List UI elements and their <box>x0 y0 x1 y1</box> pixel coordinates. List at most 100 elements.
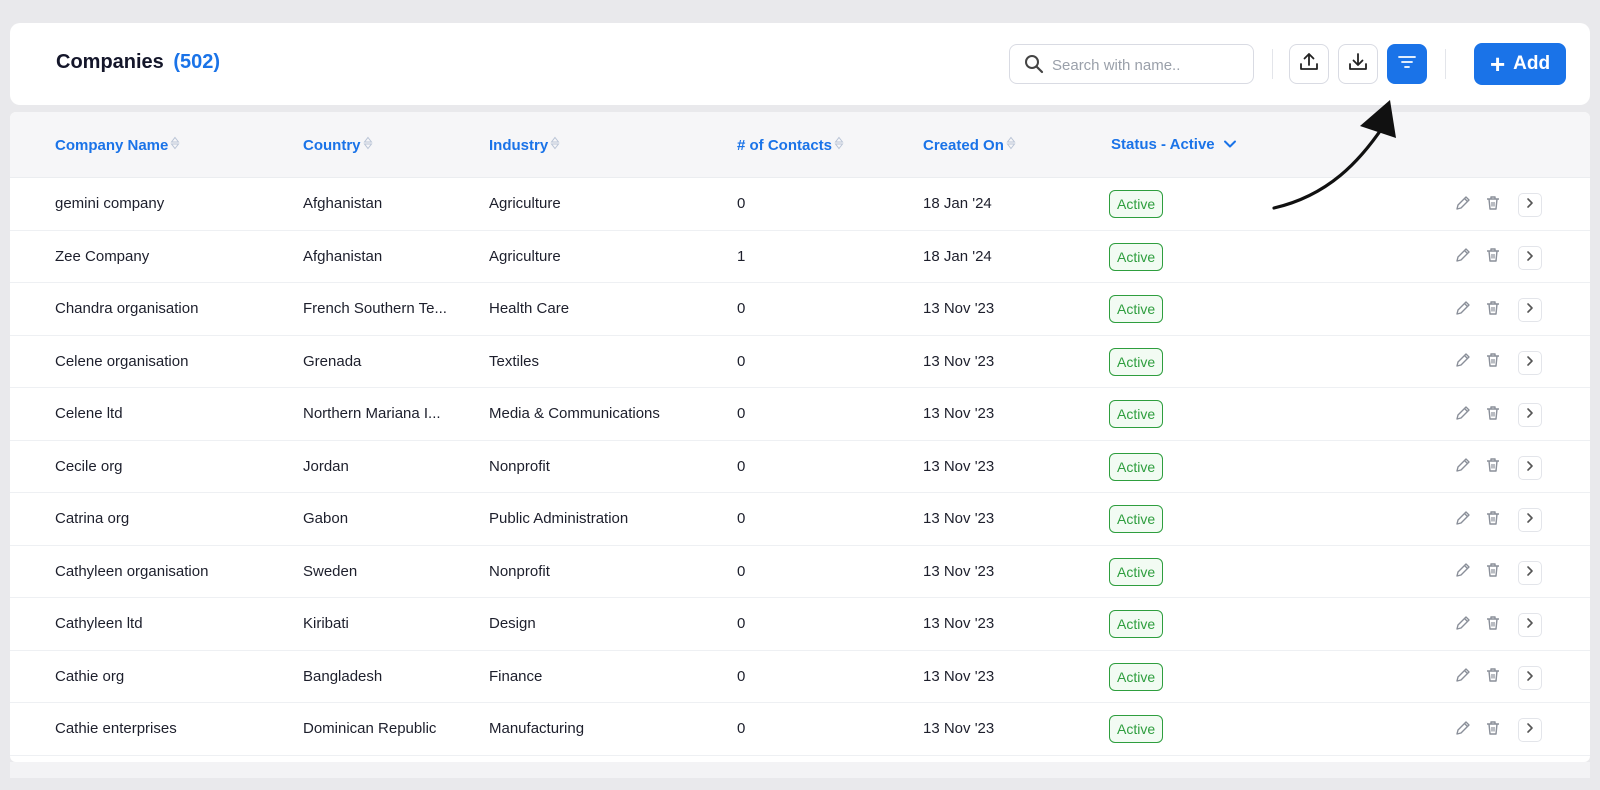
view-details-button[interactable] <box>1518 665 1542 690</box>
table-row[interactable]: gemini company Afghanistan Agriculture 0 18 … <box>10 178 1590 231</box>
table-row[interactable]: Celene organisation Grenada Textiles 0 13 No… <box>10 336 1590 388</box>
table-row[interactable]: Cathyleen organisation Sweden Nonprofit 0 13… <box>10 546 1590 598</box>
column-status-filter[interactable]: Status - Active <box>1111 136 1237 153</box>
country-cell: Dominican Republic <box>303 720 437 737</box>
status-badge: Active <box>1109 715 1164 743</box>
edit-button[interactable] <box>1451 193 1475 217</box>
table-row[interactable]: Cathie org Bangladesh Finance 0 13 Nov '23 Ac… <box>10 651 1590 703</box>
view-details-button[interactable] <box>1518 508 1542 532</box>
edit-button[interactable] <box>1451 613 1475 637</box>
delete-button[interactable] <box>1481 246 1505 270</box>
column-country[interactable]: Country <box>303 136 373 154</box>
view-details-button[interactable] <box>1518 718 1542 742</box>
edit-icon <box>1454 456 1472 479</box>
delete-button[interactable] <box>1481 718 1505 742</box>
trash-icon <box>1484 299 1502 322</box>
view-details-button[interactable] <box>1518 403 1542 427</box>
delete-button[interactable] <box>1481 613 1505 637</box>
country-cell: Gabon <box>303 510 349 527</box>
view-details-button[interactable] <box>1518 613 1542 637</box>
delete-button[interactable] <box>1481 298 1505 322</box>
country-cell: Afghanistan <box>303 195 383 212</box>
delete-button[interactable] <box>1481 561 1505 585</box>
view-details-button[interactable] <box>1518 245 1542 270</box>
column-company-name[interactable]: Company Name <box>55 136 180 154</box>
industry-cell: Nonprofit <box>489 457 550 475</box>
industry-cell: Agriculture <box>489 195 561 212</box>
delete-button[interactable] <box>1481 508 1505 532</box>
view-details-button[interactable] <box>1518 350 1542 375</box>
contacts-cell: 0 <box>737 405 746 422</box>
divider <box>1445 49 1446 79</box>
column-industry[interactable]: Industry <box>489 136 560 154</box>
edit-button[interactable] <box>1451 298 1475 322</box>
company-name-cell: Cathie enterprises <box>55 720 177 737</box>
company-name-cell: gemini company <box>55 195 165 212</box>
edit-button[interactable] <box>1451 718 1475 742</box>
filter-button[interactable] <box>1387 44 1427 84</box>
edit-button[interactable] <box>1451 351 1475 375</box>
delete-button[interactable] <box>1481 193 1505 217</box>
delete-button[interactable] <box>1481 351 1505 375</box>
view-details-button[interactable] <box>1518 298 1542 322</box>
created-on-cell: 18 Jan '24 <box>923 247 992 265</box>
search-input[interactable] <box>1052 53 1242 77</box>
company-count: (502) <box>173 51 221 73</box>
sort-icon <box>834 136 844 154</box>
view-details-button[interactable] <box>1518 455 1542 480</box>
table-row[interactable]: Chandra organisation French Southern Te..… <box>10 283 1590 336</box>
chevron-right-icon <box>1524 564 1536 582</box>
view-details-button[interactable] <box>1518 193 1542 217</box>
edit-button[interactable] <box>1451 561 1475 585</box>
country-cell: Bangladesh <box>303 667 383 685</box>
table-row[interactable]: Zee Company Afghanistan Agriculture 1 18 Jan… <box>10 231 1590 283</box>
edit-icon <box>1454 299 1472 322</box>
edit-button[interactable] <box>1451 403 1475 427</box>
download-button[interactable] <box>1338 44 1378 84</box>
contacts-cell: 0 <box>737 352 746 370</box>
table-row[interactable]: Cathyleen ltd Kiribati Design 0 13 Nov '23 Ac… <box>10 598 1590 651</box>
column-created-on[interactable]: Created On <box>923 136 1016 154</box>
edit-icon <box>1454 614 1472 637</box>
chevron-right-icon <box>1524 616 1536 634</box>
edit-button[interactable] <box>1451 246 1475 270</box>
delete-button[interactable] <box>1481 456 1505 480</box>
contacts-cell: 0 <box>737 562 746 580</box>
table-row[interactable]: Cathie enterprises Dominican Republic Manu… <box>10 703 1590 756</box>
contacts-cell: 0 <box>737 615 746 632</box>
country-cell: Sweden <box>303 562 358 580</box>
industry-cell: Design <box>489 615 536 632</box>
chevron-right-icon <box>1524 196 1536 214</box>
table-row[interactable]: Cecile org Jordan Nonprofit 0 13 Nov '23 Acti… <box>10 441 1590 493</box>
edit-button[interactable] <box>1451 456 1475 480</box>
sort-icon <box>170 136 180 154</box>
status-badge: Active <box>1109 190 1164 218</box>
edit-icon <box>1454 561 1472 584</box>
add-button[interactable]: + Add <box>1474 43 1566 85</box>
delete-button[interactable] <box>1481 666 1505 690</box>
search-box[interactable] <box>1009 44 1254 84</box>
company-name-cell: Catrina org <box>55 510 130 527</box>
trash-icon <box>1484 456 1502 479</box>
company-name-cell: Cecile org <box>55 457 123 475</box>
upload-button[interactable] <box>1289 44 1329 84</box>
edit-button[interactable] <box>1451 666 1475 690</box>
view-details-button[interactable] <box>1518 560 1542 585</box>
table-row[interactable]: Catrina org Gabon Public Administration 0 13… <box>10 493 1590 546</box>
sort-icon <box>550 136 560 154</box>
trash-icon <box>1484 666 1502 689</box>
delete-button[interactable] <box>1481 403 1505 427</box>
add-button-label: Add <box>1513 53 1551 74</box>
plus-icon: + <box>1489 49 1506 79</box>
created-on-cell: 18 Jan '24 <box>923 195 992 212</box>
page-bottom <box>10 762 1590 778</box>
edit-icon <box>1454 194 1472 217</box>
edit-icon <box>1454 404 1472 427</box>
contacts-cell: 0 <box>737 667 746 685</box>
column-contacts[interactable]: # of Contacts <box>737 136 844 154</box>
edit-button[interactable] <box>1451 508 1475 532</box>
table-row[interactable]: Celene ltd Northern Mariana I... Media & C… <box>10 388 1590 441</box>
header-card: Companies (502) + Add <box>10 23 1590 105</box>
page-title-text: Companies <box>56 51 164 73</box>
created-on-cell: 13 Nov '23 <box>923 667 995 685</box>
